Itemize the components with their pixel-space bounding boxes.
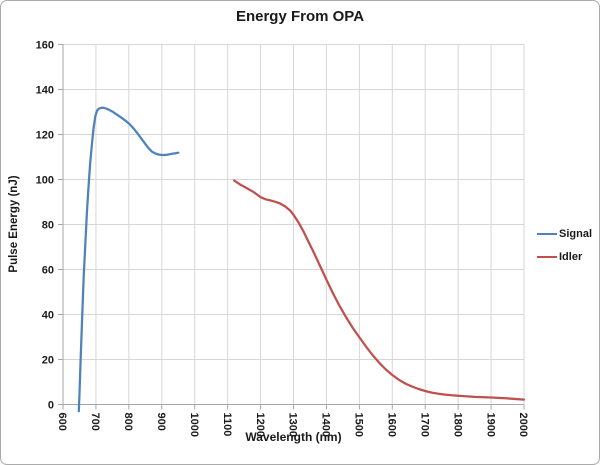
svg-text:80: 80 xyxy=(42,220,54,232)
legend-label-signal: Signal xyxy=(559,228,593,240)
svg-text:800: 800 xyxy=(122,413,134,431)
svg-text:900: 900 xyxy=(155,413,167,431)
legend: Signal Idler xyxy=(537,227,592,264)
svg-text:120: 120 xyxy=(36,130,54,142)
svg-text:1500: 1500 xyxy=(353,413,365,437)
idler-line-swatch xyxy=(537,255,557,259)
svg-text:1700: 1700 xyxy=(418,413,430,437)
svg-text:600: 600 xyxy=(56,413,68,431)
svg-text:60: 60 xyxy=(42,265,54,277)
chart-title: Energy From OPA xyxy=(235,8,365,25)
svg-text:20: 20 xyxy=(42,355,54,367)
svg-text:700: 700 xyxy=(89,413,101,431)
svg-text:0: 0 xyxy=(48,400,54,412)
svg-text:160: 160 xyxy=(36,40,54,52)
svg-text:1900: 1900 xyxy=(484,413,496,437)
svg-text:100: 100 xyxy=(36,175,54,187)
svg-text:1000: 1000 xyxy=(188,413,200,437)
svg-text:1800: 1800 xyxy=(451,413,463,437)
svg-text:40: 40 xyxy=(42,310,54,322)
y-axis-title: Pulse Energy (nJ) xyxy=(8,175,20,273)
svg-text:2000: 2000 xyxy=(517,413,529,437)
signal-line-swatch xyxy=(537,232,557,236)
legend-label-idler: Idler xyxy=(559,251,583,263)
svg-text:1600: 1600 xyxy=(385,413,397,437)
svg-text:1100: 1100 xyxy=(221,413,233,437)
svg-text:1300: 1300 xyxy=(287,413,299,437)
svg-text:140: 140 xyxy=(36,85,54,97)
svg-text:1200: 1200 xyxy=(254,413,266,437)
svg-text:1400: 1400 xyxy=(320,413,332,437)
legend-item-signal: Signal xyxy=(537,227,592,241)
legend-item-idler: Idler xyxy=(537,250,592,264)
x-axis-title: Wavelength (nm) xyxy=(245,430,342,444)
